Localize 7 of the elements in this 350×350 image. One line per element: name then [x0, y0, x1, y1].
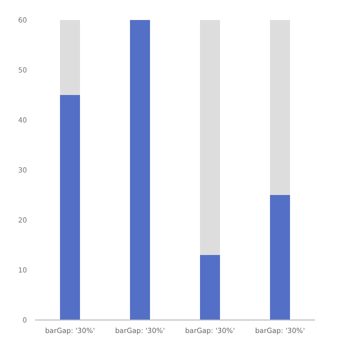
bar: [200, 20, 220, 255]
bar: [270, 20, 290, 195]
bar: [60, 95, 80, 320]
bar: [270, 195, 290, 320]
bar: [200, 255, 220, 320]
bar: [60, 20, 80, 95]
bar: [130, 20, 150, 320]
